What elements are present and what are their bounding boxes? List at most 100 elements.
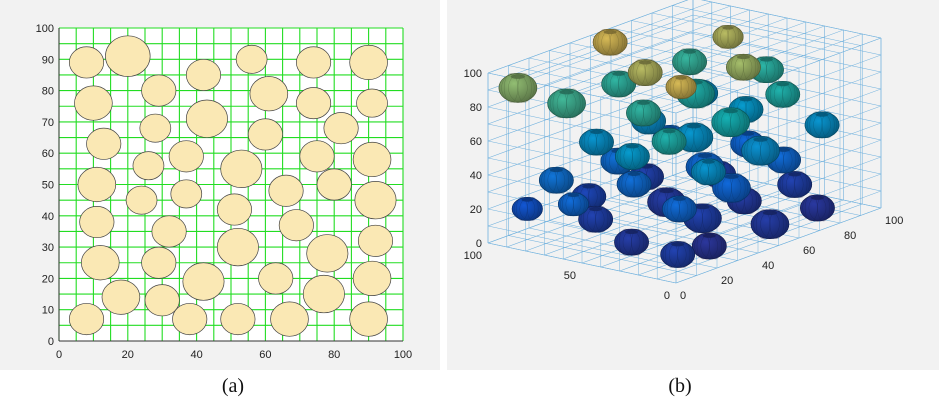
particle-mesh-line <box>566 88 581 119</box>
z-tick-label: 20 <box>470 204 482 216</box>
particle-top-dimple <box>736 54 750 60</box>
grid-line-top <box>487 0 689 74</box>
x-tick-label: 80 <box>844 230 856 242</box>
particle-top-dimple <box>776 82 790 87</box>
y-tick-label: 10 <box>42 305 54 317</box>
circle-particle <box>268 174 304 207</box>
particle-mesh-line <box>695 78 710 109</box>
particle-mesh-line <box>609 70 634 98</box>
particle-mesh-line <box>547 88 586 119</box>
particle-mesh-line <box>660 241 695 268</box>
circle-particle <box>299 140 335 173</box>
particle-mesh-line <box>623 143 648 170</box>
x-tick-label: 60 <box>803 245 815 257</box>
circle-particle <box>354 181 397 220</box>
particle-mesh-line <box>628 99 653 127</box>
particle-mesh-line <box>636 59 661 86</box>
particle-mesh-line <box>728 54 753 81</box>
particle-mesh-line <box>633 170 647 198</box>
particle-mesh-line <box>550 88 577 119</box>
x-tick-label: 40 <box>190 349 202 361</box>
particle-mesh-line <box>767 81 792 108</box>
particle-mesh-line <box>672 48 707 76</box>
particle-mesh-line <box>498 73 538 103</box>
particle-mesh-line <box>744 136 771 166</box>
particle-mesh-line <box>662 195 697 223</box>
circle-particle <box>258 262 294 295</box>
chart-a-2d-circle-packing: 0 20 40 60 80 100 0 10 20 30 40 50 60 70 80 90 100 <box>36 23 413 361</box>
particle-mesh-line <box>673 75 695 99</box>
grid-line-top <box>525 5 731 82</box>
particle-top-dimple <box>603 29 617 35</box>
particle-top-dimple <box>702 233 716 238</box>
particle-top-dimple <box>724 174 739 179</box>
particle-mesh-line <box>508 73 535 103</box>
circle-particle <box>68 303 105 336</box>
x-tick-label: 20 <box>122 349 134 361</box>
y-tick-label: 80 <box>42 86 54 98</box>
particle-mesh-line <box>689 48 703 76</box>
y-tick-label: 50 <box>564 270 576 282</box>
particle-mesh-line <box>700 232 725 260</box>
circle-particle <box>216 227 259 267</box>
particle-top-dimple <box>662 129 676 134</box>
circles <box>68 35 397 337</box>
particle-mesh-line <box>581 128 606 156</box>
particle-mesh-line <box>616 170 652 198</box>
particle-top-dimple <box>760 57 773 62</box>
circle-particle <box>316 168 352 201</box>
z-tick-label: 40 <box>470 170 482 182</box>
particle-mesh-line <box>783 146 797 174</box>
circle-particle <box>151 215 187 248</box>
particle-mesh-line <box>677 241 691 268</box>
particle-mesh-line <box>586 206 611 233</box>
particle-mesh-line <box>692 203 719 233</box>
circle-particle <box>349 44 388 80</box>
particle-mesh-line <box>511 197 543 221</box>
particle-top-dimple <box>739 97 753 102</box>
circle-particle <box>302 274 345 314</box>
x-tick-label: 0 <box>56 349 62 361</box>
particle-mesh-line <box>721 173 749 203</box>
particle-mesh-line <box>817 194 830 222</box>
circle-particle <box>101 279 141 315</box>
particle-top-dimple <box>625 229 639 235</box>
particle-mesh-line <box>709 232 722 260</box>
particle-mesh-line <box>711 107 750 137</box>
particle-mesh-line <box>601 29 626 56</box>
particle-mesh-line <box>660 128 685 155</box>
particle-mesh-line <box>651 128 687 155</box>
particle-mesh-line <box>603 70 628 98</box>
particle-mesh-line <box>777 171 812 198</box>
particle-mesh-line <box>592 29 628 56</box>
grid-line-back-wall-x <box>692 48 882 90</box>
particle-mesh-line <box>760 136 775 166</box>
particle-mesh-line <box>765 81 801 108</box>
circle-particle <box>182 262 225 301</box>
circle-particle <box>141 74 177 107</box>
circle-particle <box>68 46 105 79</box>
particle-top-dimple <box>683 49 697 54</box>
particle-top-dimple <box>637 100 650 105</box>
particle-mesh-line <box>662 241 687 268</box>
particle-mesh-line <box>800 194 835 222</box>
particle-top-dimple <box>777 147 791 152</box>
particle-mesh-line <box>626 99 661 127</box>
particle-mesh-line <box>579 128 614 156</box>
circle-particle <box>79 206 115 239</box>
particle-mesh-line <box>616 228 641 256</box>
circle-particle <box>216 193 252 226</box>
grid-line-back-wall-y <box>487 82 694 159</box>
particle-mesh-line <box>630 59 654 86</box>
particle-top-dimple <box>697 153 713 159</box>
grid-line-back-wall-y <box>487 48 694 125</box>
particle-top-dimple <box>638 60 652 65</box>
particle-top-dimple <box>753 137 768 142</box>
particle-top-dimple <box>810 195 824 200</box>
circle-particle <box>168 140 204 173</box>
particle-mesh-line <box>731 173 746 203</box>
circle-particle <box>270 301 309 337</box>
particle-mesh-line <box>625 170 649 198</box>
y-tick-label: 100 <box>464 250 482 262</box>
particle-mesh-line <box>753 209 780 239</box>
